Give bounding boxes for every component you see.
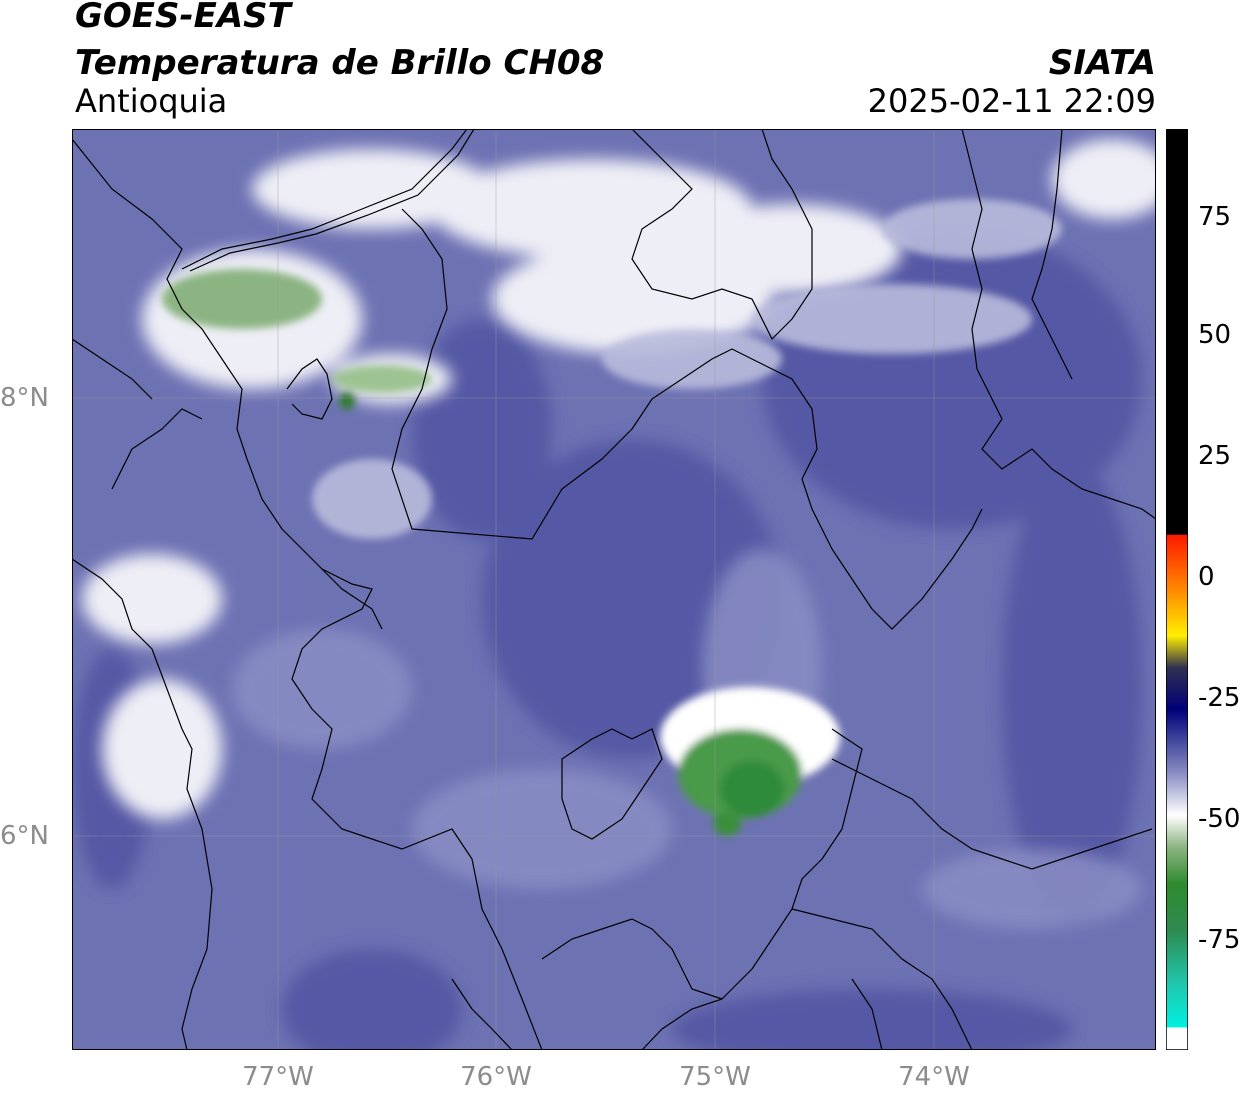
- lat-label-8n: 8°N: [0, 383, 49, 413]
- organization-label: SIATA: [1048, 43, 1156, 83]
- colorbar-tick: -75: [1198, 925, 1241, 955]
- lon-label-77w: 77°W: [242, 1062, 314, 1092]
- product-title: Temperatura de Brillo CH08: [75, 43, 605, 83]
- colorbar-tick: -50: [1198, 804, 1241, 834]
- colorbar-tick: -25: [1198, 683, 1241, 713]
- colorbar-tick: 75: [1198, 202, 1232, 232]
- region-label: Antioquia: [75, 82, 228, 120]
- colorbar-tick: 25: [1198, 441, 1232, 471]
- colorbar-tick: 0: [1198, 562, 1215, 592]
- colorbar-tick: 50: [1198, 320, 1232, 350]
- satellite-title: GOES-EAST: [75, 0, 291, 36]
- brightness-temperature-map: [72, 129, 1156, 1050]
- lon-label-75w: 75°W: [679, 1062, 751, 1092]
- temperature-colorbar: [1166, 129, 1188, 1050]
- datetime-label: 2025-02-11 22:09: [867, 82, 1156, 120]
- lon-label-76w: 76°W: [460, 1062, 532, 1092]
- lat-label-6n: 6°N: [0, 821, 49, 851]
- lon-label-74w: 74°W: [898, 1062, 970, 1092]
